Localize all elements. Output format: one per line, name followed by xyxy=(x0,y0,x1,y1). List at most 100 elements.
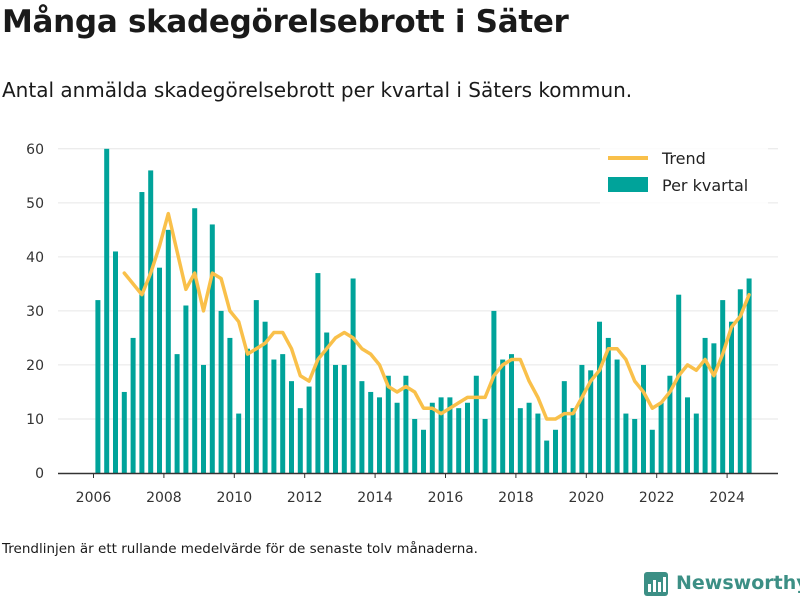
bar xyxy=(236,413,242,473)
newsworthy-logo: Newsworthy xyxy=(644,568,800,598)
bar xyxy=(333,364,338,473)
bar xyxy=(746,278,752,473)
bar xyxy=(192,208,198,473)
bar xyxy=(473,375,479,473)
bar xyxy=(385,375,391,473)
bar xyxy=(509,354,514,473)
bar xyxy=(658,402,664,473)
bar xyxy=(685,397,690,473)
bar xyxy=(544,440,550,473)
y-tick-label: 30 xyxy=(26,304,44,320)
bar xyxy=(535,413,541,473)
bar xyxy=(201,364,206,473)
bar xyxy=(623,413,629,473)
bar xyxy=(667,375,673,473)
bar xyxy=(693,413,699,473)
bar xyxy=(482,418,488,473)
brand-name: Newsworthy xyxy=(676,572,800,594)
bar xyxy=(280,354,286,473)
bar xyxy=(403,375,409,473)
bar xyxy=(579,364,585,473)
bar xyxy=(139,192,145,473)
bar xyxy=(104,148,110,473)
y-tick-label: 40 xyxy=(26,250,44,266)
x-tick-label: 2014 xyxy=(357,490,393,506)
bar xyxy=(350,278,356,473)
bar xyxy=(491,310,497,473)
bar xyxy=(324,332,330,473)
legend-box xyxy=(600,144,768,204)
bar xyxy=(394,402,400,473)
bar xyxy=(297,408,303,473)
bar xyxy=(456,408,462,473)
bar xyxy=(447,397,453,473)
bar xyxy=(377,397,382,473)
bar xyxy=(421,429,426,473)
bar xyxy=(737,289,743,473)
bar xyxy=(605,337,611,473)
bar xyxy=(165,229,171,473)
bar xyxy=(720,300,726,473)
bar xyxy=(614,359,620,473)
bar xyxy=(729,321,734,473)
bar xyxy=(306,386,312,473)
bar xyxy=(649,429,655,473)
bar xyxy=(271,359,277,473)
legend-bar-label: Per kvartal xyxy=(662,176,748,195)
y-tick-label: 50 xyxy=(26,196,44,212)
bar xyxy=(95,300,101,473)
bar xyxy=(341,364,347,473)
bar xyxy=(641,364,646,473)
bar xyxy=(148,170,154,473)
y-tick-label: 0 xyxy=(35,466,44,482)
bar xyxy=(711,343,717,473)
chart-title: Många skadegörelsebrott i Säter xyxy=(2,4,569,40)
y-tick-label: 20 xyxy=(26,358,44,374)
chart-subtitle: Antal anmälda skadegörelsebrott per kvar… xyxy=(2,78,633,102)
legend-bar-swatch xyxy=(608,177,648,192)
bar xyxy=(174,354,180,473)
x-tick-label: 2020 xyxy=(568,490,604,506)
x-tick-label: 2012 xyxy=(287,490,323,506)
chart: 0 10 20 30 40 50 60 2006 2008 2010 2012 2014 2016 201… xyxy=(26,142,778,506)
bar xyxy=(500,359,506,473)
bar xyxy=(218,310,224,473)
x-tick-label: 2022 xyxy=(639,490,675,506)
x-tick-label: 2008 xyxy=(146,490,182,506)
bar xyxy=(412,418,418,473)
trend-line xyxy=(122,211,751,421)
bar xyxy=(157,267,162,473)
x-tick-label: 2016 xyxy=(428,490,464,506)
bar xyxy=(245,348,250,473)
bar xyxy=(130,337,136,473)
bar xyxy=(262,321,268,473)
bar xyxy=(227,337,233,473)
bar xyxy=(121,391,127,473)
bar xyxy=(676,294,682,473)
bar xyxy=(113,251,118,473)
bar xyxy=(289,381,294,473)
y-tick-label: 10 xyxy=(26,412,44,428)
bar xyxy=(183,305,189,473)
bar xyxy=(597,321,602,473)
bar xyxy=(553,429,558,473)
bar xyxy=(632,418,638,473)
x-tick-label: 2006 xyxy=(76,490,112,506)
bar xyxy=(526,402,532,473)
x-tick-label: 2024 xyxy=(709,490,745,506)
bar xyxy=(368,391,374,473)
bar xyxy=(253,300,259,473)
bar xyxy=(517,408,523,473)
x-tick-label: 2018 xyxy=(498,490,534,506)
bar xyxy=(702,337,708,473)
bar xyxy=(315,273,321,473)
y-tick-label: 60 xyxy=(26,142,44,158)
footnote: Trendlinjen är ett rullande medelvärde f… xyxy=(2,541,478,557)
bar xyxy=(429,402,435,473)
bar xyxy=(359,381,365,473)
bar xyxy=(465,402,470,473)
bar xyxy=(209,224,215,473)
bar xyxy=(438,397,444,473)
bar xyxy=(570,408,576,473)
legend-trend-label: Trend xyxy=(661,149,706,168)
